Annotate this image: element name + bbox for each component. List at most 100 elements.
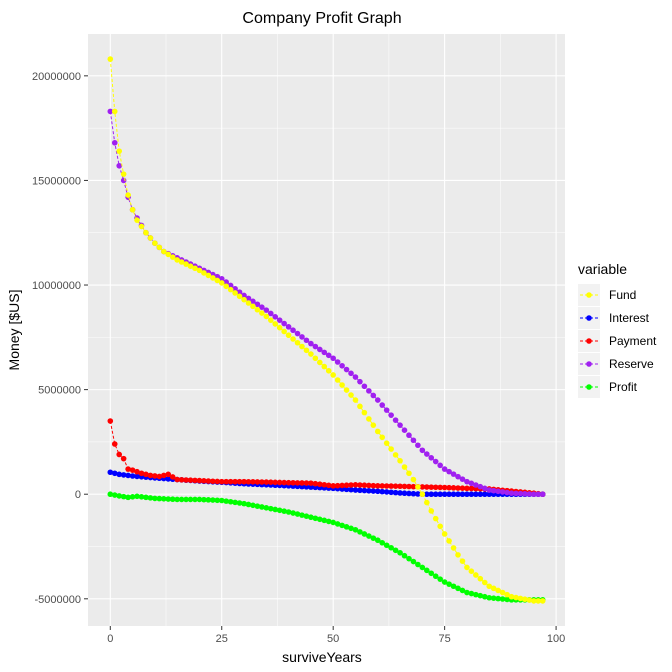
data-point-profit: [299, 512, 305, 518]
data-point-reserve: [272, 314, 279, 320]
data-point-reserve: [392, 417, 399, 423]
data-point-reserve: [379, 402, 386, 408]
data-point-profit: [490, 595, 497, 601]
series-payment: [107, 418, 546, 498]
data-point-profit: [290, 510, 296, 516]
legend: variable Fund Interest Payment Reserve Profi…: [578, 261, 657, 398]
data-point-fund: [437, 523, 443, 530]
data-point-payment: [312, 480, 319, 487]
data-point-reserve: [535, 491, 542, 498]
data-point-payment: [120, 455, 127, 462]
data-point-profit: [499, 596, 506, 602]
data-point-fund: [272, 321, 279, 327]
data-point-reserve: [473, 482, 479, 488]
data-point-fund: [129, 206, 136, 213]
data-point-reserve: [241, 292, 247, 299]
data-point-interest: [428, 491, 435, 498]
data-point-payment: [303, 480, 310, 486]
data-point-interest: [352, 487, 359, 493]
data-point-fund: [473, 572, 479, 578]
legend-label: Reserve: [609, 357, 654, 371]
data-point-reserve: [120, 177, 127, 184]
data-point-payment: [330, 483, 336, 489]
data-point-fund: [245, 300, 252, 306]
data-point-fund: [526, 597, 533, 603]
data-point-payment: [410, 483, 417, 490]
data-point-reserve: [441, 466, 448, 472]
data-point-fund: [486, 583, 493, 590]
data-point-interest: [348, 486, 354, 493]
data-point-reserve: [263, 307, 270, 313]
data-point-profit: [120, 493, 127, 500]
data-point-payment: [401, 483, 408, 490]
data-point-fund: [459, 558, 466, 564]
data-point-interest: [432, 491, 439, 498]
legend-key-point: [586, 338, 592, 344]
data-point-profit: [281, 508, 287, 514]
data-point-profit: [241, 500, 247, 507]
data-point-payment: [129, 467, 136, 473]
data-point-profit: [169, 496, 176, 503]
data-point-payment: [334, 482, 341, 489]
data-point-payment: [236, 478, 243, 485]
data-point-payment: [116, 451, 123, 458]
data-point-payment: [227, 478, 234, 485]
data-point-interest: [120, 472, 127, 478]
data-point-reserve: [397, 422, 403, 428]
data-point-fund: [294, 339, 301, 346]
data-point-payment: [428, 484, 435, 490]
data-point-profit: [383, 542, 390, 549]
data-point-payment: [374, 483, 381, 489]
data-point-profit: [361, 531, 368, 537]
data-point-profit: [267, 505, 274, 512]
data-point-payment: [388, 483, 394, 489]
data-point-interest: [468, 491, 475, 498]
data-point-profit: [424, 567, 430, 574]
legend-key-point: [586, 384, 592, 390]
data-point-fund: [205, 272, 212, 279]
data-point-interest: [379, 488, 386, 495]
data-point-payment: [192, 477, 198, 484]
data-point-reserve: [107, 108, 114, 115]
data-point-profit: [455, 585, 461, 592]
data-point-profit: [254, 503, 261, 509]
data-point-reserve: [111, 139, 118, 146]
data-point-fund: [317, 359, 323, 366]
data-point-payment: [232, 478, 238, 485]
data-point-reserve: [317, 346, 323, 353]
data-point-fund: [495, 587, 501, 594]
data-point-interest: [361, 487, 368, 494]
data-point-payment: [210, 478, 216, 485]
data-point-profit: [477, 592, 484, 599]
data-point-interest: [366, 487, 372, 494]
data-point-profit: [294, 511, 301, 517]
data-point-fund: [120, 171, 127, 177]
series-fund: [107, 56, 546, 604]
data-point-reserve: [432, 458, 439, 465]
data-point-profit: [214, 497, 221, 504]
data-point-fund: [539, 598, 546, 604]
data-point-interest: [357, 487, 363, 494]
data-point-reserve: [267, 310, 274, 317]
data-point-payment: [134, 468, 140, 475]
data-point-fund: [419, 491, 426, 498]
data-point-fund: [379, 434, 386, 441]
data-point-payment: [152, 473, 158, 479]
data-point-reserve: [334, 359, 341, 365]
data-point-fund: [303, 347, 310, 354]
data-point-fund: [388, 446, 394, 452]
data-point-fund: [410, 476, 417, 483]
data-point-fund: [165, 251, 172, 258]
data-point-payment: [366, 482, 372, 489]
data-point-profit: [250, 502, 256, 509]
data-point-payment: [383, 483, 390, 489]
data-point-interest: [370, 488, 377, 494]
data-point-interest: [111, 470, 118, 477]
data-point-interest: [392, 489, 399, 496]
data-point-payment: [178, 476, 185, 483]
data-point-fund: [321, 363, 328, 370]
data-point-interest: [437, 491, 443, 498]
data-point-fund: [339, 382, 345, 388]
data-point-fund: [227, 286, 234, 293]
